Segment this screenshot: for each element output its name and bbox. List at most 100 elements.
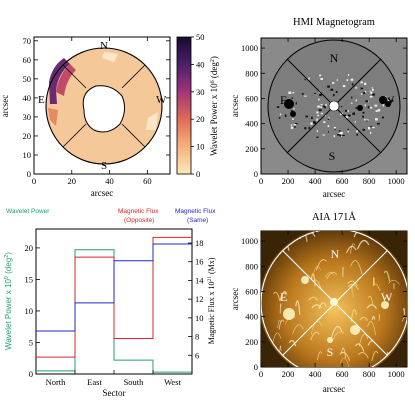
aia-loop-55 — [371, 351, 379, 362]
wavelet-sector-line-ne — [121, 64, 146, 89]
left-tick-label-4: 20 — [25, 243, 34, 253]
aia-loop-15 — [292, 324, 304, 334]
hmi-feature-70 — [316, 136, 319, 138]
hmi-feature-39 — [382, 104, 384, 107]
hmi-feature-99 — [356, 130, 358, 133]
legend-flux-same-sub: (Same) — [187, 217, 208, 224]
aia-label-west: W — [381, 290, 393, 304]
aia-loop-11 — [307, 296, 319, 301]
right-tick-label-2: 10 — [195, 313, 204, 323]
hmi-feature-15 — [390, 99, 394, 102]
hmi-feature-77 — [333, 135, 336, 138]
aia-image — [261, 231, 407, 367]
aia-loop-20 — [367, 295, 374, 305]
aia-loop-42 — [311, 304, 323, 309]
aia-loop-16 — [347, 280, 358, 286]
hmi-label-west: W — [383, 93, 395, 107]
hmi-disk-limb — [267, 39, 401, 173]
aia-bright-region-2 — [350, 325, 360, 335]
sector-chart-right-ticks: 6 8 10 12 14 16 18 — [188, 238, 204, 360]
hmi-feature-118 — [304, 78, 306, 81]
aia-loop-48 — [357, 352, 369, 359]
hmi-x-label-3: 600 — [336, 176, 349, 186]
aia-loop-0 — [366, 304, 378, 310]
hmi-feature-50 — [339, 131, 343, 135]
hmi-feature-112 — [334, 128, 336, 131]
aia-loop-68 — [383, 270, 391, 282]
hmi-feature-136 — [360, 87, 364, 90]
hmi-feature-86 — [294, 125, 296, 128]
wavelet-y-label-1: 10 — [23, 150, 32, 160]
wavelet-power-low-north — [102, 52, 118, 62]
right-tick-label-4: 14 — [195, 275, 204, 285]
hmi-feature-51 — [384, 96, 387, 98]
hmi-x-label-0: 0 — [259, 176, 263, 186]
hmi-feature-24 — [320, 106, 322, 109]
legend-flux-opposite: Magnetic Flux — [118, 208, 159, 215]
aia-label-south: S — [327, 345, 334, 359]
hmi-feature-98 — [288, 91, 292, 94]
hmi-feature-115 — [327, 85, 330, 88]
wavelet-map-image — [45, 47, 163, 165]
hmi-feature-64 — [292, 92, 295, 94]
aia-loop-65 — [372, 283, 381, 291]
hmi-feature-33 — [276, 106, 280, 108]
hmi-feature-52 — [367, 126, 371, 130]
aia-loop-27 — [349, 243, 356, 254]
series-magnetic-flux-same — [36, 243, 192, 332]
aia-loop-38 — [326, 271, 338, 280]
hmi-feature-60 — [360, 93, 363, 95]
hmi-y-label-4: 800 — [245, 68, 258, 78]
hmi-feature-88 — [320, 112, 323, 115]
wavelet-x-axis-label: arcsec — [91, 188, 113, 198]
aia-loop-9 — [273, 291, 281, 302]
hmi-feature-119 — [347, 114, 351, 117]
wavelet-power-low-west — [146, 112, 158, 130]
hmi-y-ticks: 0 200 400 600 800 1000 — [241, 43, 407, 179]
hmi-feature-138 — [377, 122, 380, 125]
hmi-feature-131 — [330, 88, 334, 91]
aia-loop-23 — [277, 320, 281, 328]
hmi-feature-3 — [338, 132, 340, 135]
colorbar-label-4: 40 — [196, 59, 205, 69]
hmi-feature-13 — [355, 87, 358, 89]
hmi-feature-59 — [369, 95, 373, 98]
aia-loop-47 — [346, 245, 357, 254]
hmi-feature-97 — [355, 107, 358, 109]
hmi-feature-134 — [327, 118, 330, 121]
aia-loop-26 — [310, 331, 320, 341]
aia-loop-53 — [355, 343, 365, 352]
wavelet-power-mid — [48, 108, 58, 126]
hmi-x-label-5: 1000 — [388, 176, 405, 186]
hmi-feature-139 — [292, 118, 294, 120]
wavelet-x-label-2: 40 — [105, 176, 114, 186]
aia-loop-59 — [324, 272, 334, 278]
right-tick-label-0: 6 — [195, 350, 199, 360]
wavelet-power-high — [56, 64, 76, 96]
hmi-x-ticks: 0 200 400 600 800 1000 — [259, 38, 405, 186]
hmi-image — [267, 39, 401, 173]
sector-chart-category-labels: North East South West — [46, 370, 193, 387]
hmi-feature-34 — [363, 92, 366, 95]
hmi-title: HMI Magnetogram — [293, 17, 375, 28]
sector-chart-left-ticks: 0 5 10 15 20 — [25, 243, 40, 379]
hmi-feature-96 — [365, 100, 369, 103]
wavelet-y-label-2: 20 — [23, 131, 32, 141]
hmi-x-label-1: 200 — [282, 176, 295, 186]
wavelet-y-ticks: 0 10 20 30 40 50 60 70 — [23, 36, 170, 179]
aia-loop-44 — [403, 307, 406, 315]
hmi-feature-14 — [333, 94, 335, 97]
hmi-feature-128 — [316, 111, 319, 114]
wavelet-power-peak — [49, 58, 70, 104]
hmi-feature-49 — [327, 125, 330, 128]
hmi-feature-123 — [370, 91, 373, 94]
hmi-center-marker — [328, 100, 340, 112]
wavelet-y-label-4: 40 — [23, 93, 32, 103]
hmi-feature-109 — [343, 114, 346, 117]
wavelet-label-north: N — [100, 40, 108, 52]
wavelet-x-ticks: 0 20 40 60 — [32, 37, 152, 186]
aia-y-ticks: 0 200 400 600 800 1000 — [241, 236, 407, 372]
hmi-feature-105 — [347, 74, 350, 76]
hmi-feature-65 — [293, 107, 295, 110]
